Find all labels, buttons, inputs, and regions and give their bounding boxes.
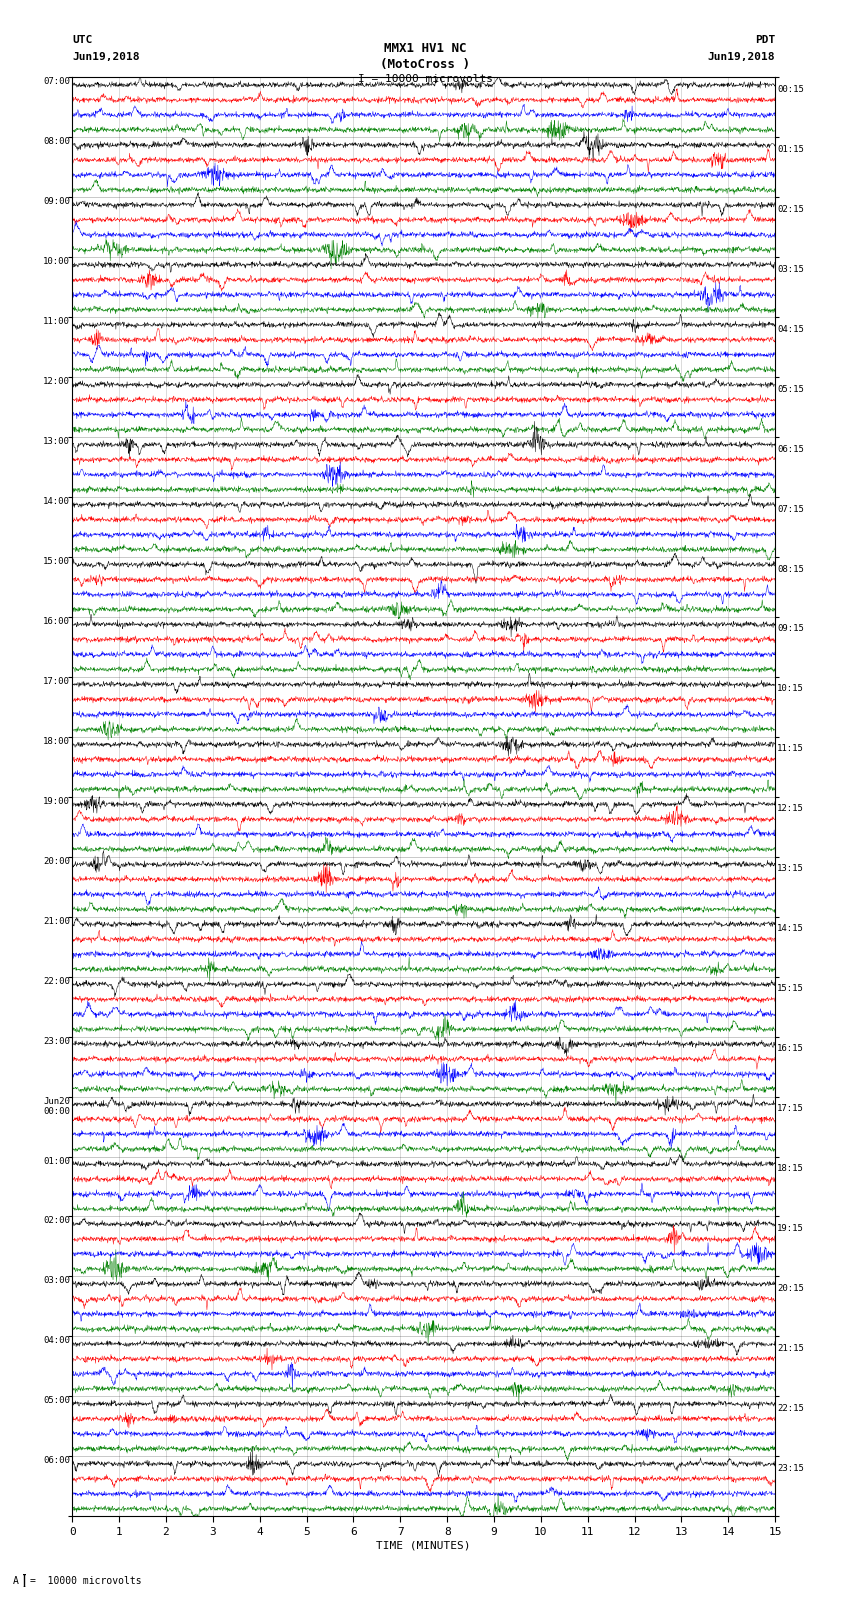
Text: 20:15: 20:15 xyxy=(777,1284,804,1294)
Text: 07:15: 07:15 xyxy=(777,505,804,513)
Text: 05:15: 05:15 xyxy=(777,384,804,394)
Text: 10:00: 10:00 xyxy=(43,258,71,266)
Text: 07:00: 07:00 xyxy=(43,77,71,87)
Text: 14:00: 14:00 xyxy=(43,497,71,506)
Text: 04:00: 04:00 xyxy=(43,1336,71,1345)
Text: 23:00: 23:00 xyxy=(43,1037,71,1045)
Text: 05:00: 05:00 xyxy=(43,1397,71,1405)
Text: 15:00: 15:00 xyxy=(43,556,71,566)
Text: A: A xyxy=(13,1576,19,1586)
Text: 16:00: 16:00 xyxy=(43,618,71,626)
Text: 08:15: 08:15 xyxy=(777,565,804,574)
Text: 12:00: 12:00 xyxy=(43,377,71,386)
Text: 08:00: 08:00 xyxy=(43,137,71,147)
Text: 23:15: 23:15 xyxy=(777,1463,804,1473)
Text: 02:00: 02:00 xyxy=(43,1216,71,1226)
Text: 02:15: 02:15 xyxy=(777,205,804,215)
Text: 15:15: 15:15 xyxy=(777,984,804,994)
Text: 03:15: 03:15 xyxy=(777,265,804,274)
Text: =  10000 microvolts: = 10000 microvolts xyxy=(30,1576,141,1586)
Text: 03:00: 03:00 xyxy=(43,1276,71,1286)
X-axis label: TIME (MINUTES): TIME (MINUTES) xyxy=(377,1540,471,1550)
Text: 16:15: 16:15 xyxy=(777,1044,804,1053)
Text: 21:15: 21:15 xyxy=(777,1344,804,1353)
Text: 14:15: 14:15 xyxy=(777,924,804,934)
Text: UTC: UTC xyxy=(72,35,93,45)
Text: 13:15: 13:15 xyxy=(777,865,804,873)
Text: 17:15: 17:15 xyxy=(777,1103,804,1113)
Text: 09:15: 09:15 xyxy=(777,624,804,634)
Text: 19:00: 19:00 xyxy=(43,797,71,806)
Text: 06:00: 06:00 xyxy=(43,1457,71,1465)
Text: 17:00: 17:00 xyxy=(43,677,71,686)
Text: Jun19,2018: Jun19,2018 xyxy=(72,52,139,61)
Text: 10:15: 10:15 xyxy=(777,684,804,694)
Text: 20:00: 20:00 xyxy=(43,857,71,866)
Text: Jun19,2018: Jun19,2018 xyxy=(708,52,775,61)
Text: MMX1 HV1 NC: MMX1 HV1 NC xyxy=(383,42,467,55)
Text: (MotoCross ): (MotoCross ) xyxy=(380,58,470,71)
Text: PDT: PDT xyxy=(755,35,775,45)
Text: 22:00: 22:00 xyxy=(43,977,71,986)
Text: 01:15: 01:15 xyxy=(777,145,804,153)
Text: 18:00: 18:00 xyxy=(43,737,71,745)
Text: 21:00: 21:00 xyxy=(43,916,71,926)
Text: 11:00: 11:00 xyxy=(43,318,71,326)
Text: 00:15: 00:15 xyxy=(777,85,804,94)
Text: 04:15: 04:15 xyxy=(777,324,804,334)
Text: 13:00: 13:00 xyxy=(43,437,71,447)
Text: 09:00: 09:00 xyxy=(43,197,71,206)
Text: I = 10000 microvolts: I = 10000 microvolts xyxy=(358,74,492,84)
Text: 22:15: 22:15 xyxy=(777,1403,804,1413)
Text: 12:15: 12:15 xyxy=(777,805,804,813)
Text: 18:15: 18:15 xyxy=(777,1165,804,1173)
Text: 11:15: 11:15 xyxy=(777,744,804,753)
Text: 06:15: 06:15 xyxy=(777,445,804,453)
Text: 19:15: 19:15 xyxy=(777,1224,804,1232)
Text: Jun20
00:00: Jun20 00:00 xyxy=(43,1097,71,1116)
Text: 01:00: 01:00 xyxy=(43,1157,71,1166)
